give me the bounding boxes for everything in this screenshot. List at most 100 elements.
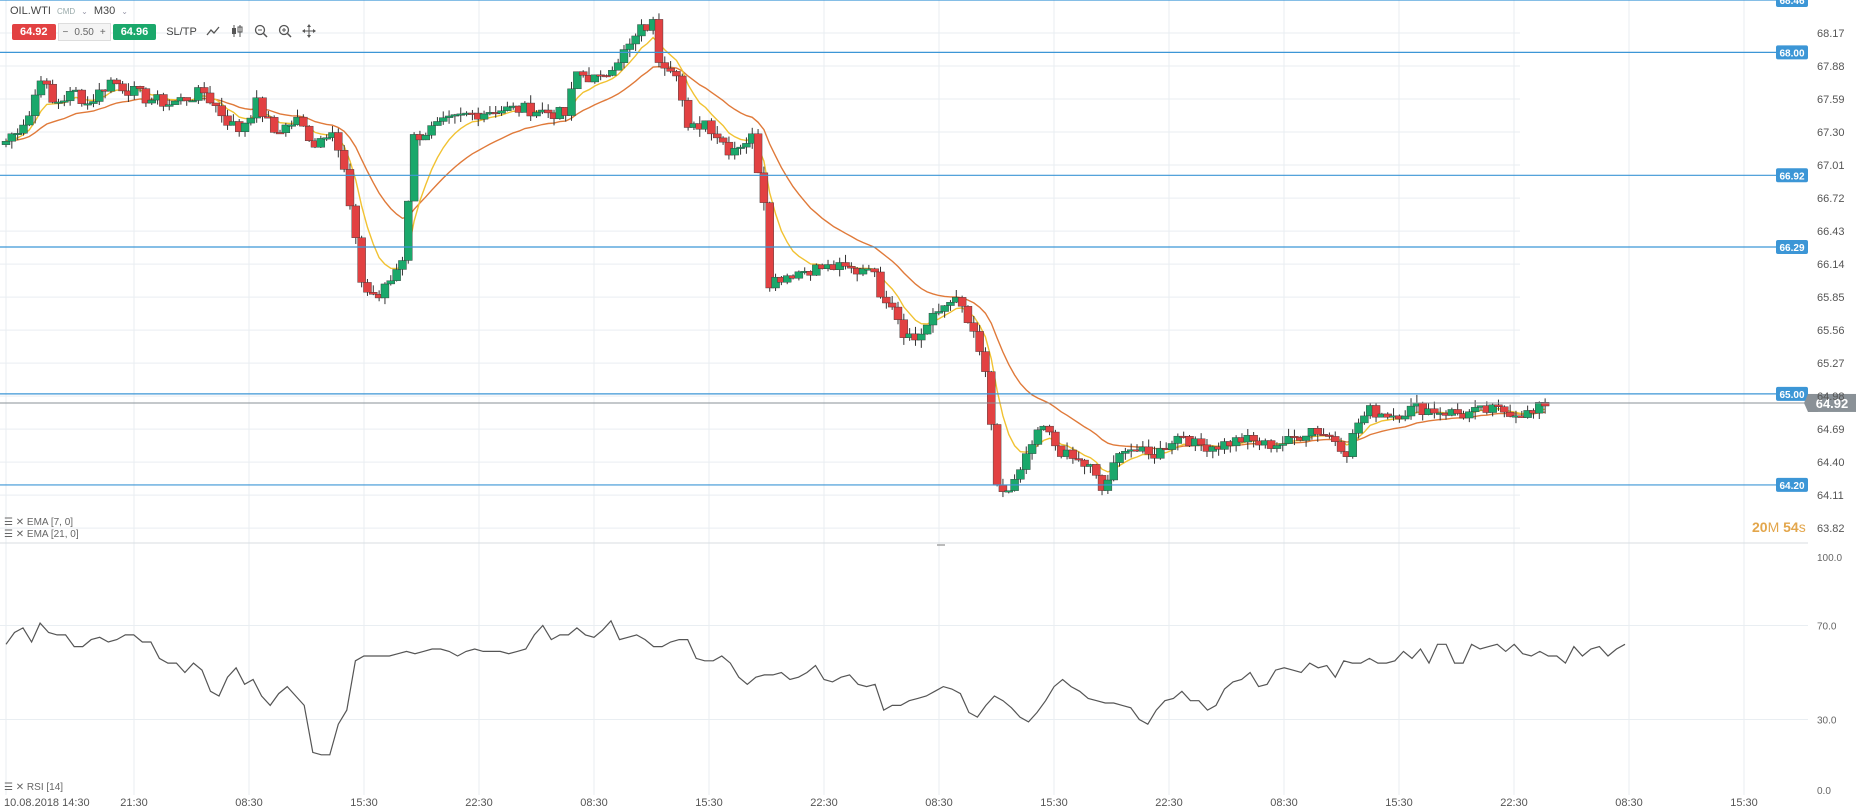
candle-down — [578, 71, 588, 76]
candle-up — [409, 134, 419, 202]
price-tick-label: 66.43 — [1817, 226, 1845, 238]
sell-button[interactable]: 64.92 — [12, 24, 56, 40]
candle-up — [946, 302, 955, 306]
volume-decrease[interactable]: − — [62, 26, 69, 38]
move-icon[interactable] — [301, 24, 317, 40]
sl-tp-button[interactable]: SL/TP — [166, 26, 197, 38]
candle-down — [357, 237, 366, 283]
candle-down — [1505, 411, 1515, 417]
candle-up — [608, 70, 617, 76]
candle-down — [258, 97, 267, 117]
price-level-tag[interactable] — [1776, 0, 1808, 7]
time-tick-label: 22:30 — [810, 797, 838, 809]
volume-increase[interactable]: + — [99, 26, 106, 38]
rsi-panel: 100.0 70.0 30.0 0.0 — [5, 553, 1842, 797]
close-icon[interactable]: ✕ — [15, 529, 25, 540]
price-tick-label: 65.85 — [1817, 292, 1845, 304]
candle-up — [794, 271, 804, 279]
candle-up — [1406, 405, 1416, 417]
symbol-row[interactable]: OIL.WTI CMD ⌄ M30 ⌄ — [10, 5, 128, 17]
candle-down — [1494, 404, 1503, 407]
candle-up — [386, 280, 395, 285]
candle-up — [1278, 443, 1287, 446]
zoom-out-icon[interactable] — [253, 24, 269, 40]
candle-type-icon[interactable] — [229, 24, 245, 40]
price-level-tag[interactable] — [1776, 45, 1808, 60]
price-level-tag[interactable] — [1776, 168, 1808, 183]
close-icon[interactable]: ✕ — [15, 517, 25, 528]
price-tick-label: 67.30 — [1817, 127, 1845, 139]
candle-down — [1144, 446, 1153, 455]
candle-down — [765, 202, 774, 289]
candle-down — [963, 306, 973, 323]
price-level-tag[interactable] — [1776, 386, 1808, 401]
price-level-label: 64.20 — [1779, 481, 1804, 492]
menu-icon[interactable]: ☰ — [4, 529, 13, 540]
candle-up — [934, 311, 943, 314]
candle-up — [1004, 490, 1013, 493]
candle-up — [1284, 436, 1293, 444]
candle-up — [1301, 435, 1311, 441]
candle-down — [141, 88, 151, 104]
candle-down — [975, 331, 984, 352]
price-level-label: 66.92 — [1779, 171, 1804, 182]
ema7-legend[interactable]: ☰ ✕ EMA [7, 0] — [4, 517, 73, 528]
candle-down — [135, 86, 145, 89]
ema7-label: EMA [7, 0] — [26, 517, 74, 528]
symbol-type-tag: CMD — [56, 6, 76, 16]
close-icon[interactable]: ✕ — [15, 782, 25, 793]
symbol-name[interactable]: OIL.WTI — [10, 5, 51, 17]
chevron-down-icon[interactable]: ⌄ — [81, 6, 88, 16]
candle-up — [1400, 415, 1410, 420]
price-level-label: 68.46 — [1779, 0, 1804, 7]
price-tick-label: 63.82 — [1817, 523, 1845, 535]
trade-row: 64.92 − 0.50 + 64.96 SL/TP — [12, 23, 317, 41]
buy-button[interactable]: 64.96 — [112, 24, 157, 40]
candle-up — [433, 121, 442, 126]
countdown-minutes: 20 — [1752, 519, 1768, 535]
candle-down — [200, 87, 209, 94]
candle-up — [240, 122, 250, 132]
candle-down — [1313, 428, 1322, 435]
candle-up — [619, 49, 629, 63]
candle-up — [742, 143, 751, 148]
candle-down — [275, 132, 285, 135]
candle-down — [1500, 406, 1509, 413]
price-tick-label: 66.72 — [1817, 193, 1845, 205]
candle-down — [841, 262, 850, 267]
candle-up — [444, 115, 454, 118]
candle-down — [339, 150, 349, 170]
minutes-unit: M — [1767, 519, 1780, 535]
menu-icon[interactable]: ☰ — [4, 782, 13, 793]
candle-up — [858, 268, 868, 275]
candle-up — [147, 99, 156, 104]
candle-up — [1360, 415, 1369, 424]
timeframe-selector[interactable]: M30 — [93, 5, 116, 17]
candle-down — [1453, 409, 1462, 414]
candle-down — [299, 116, 308, 127]
candle-up — [613, 62, 623, 71]
time-tick-label: 22:30 — [1500, 797, 1528, 809]
candle-down — [899, 319, 909, 338]
ema21-legend[interactable]: ☰ ✕ EMA [21, 0] — [4, 529, 79, 540]
volume-stepper[interactable]: − 0.50 + — [57, 23, 111, 41]
price-levels[interactable]: 68.46 68.00 66.92 66.29 65.00 64.20 64.92 — [0, 0, 1856, 492]
price-level-tag[interactable] — [1776, 477, 1808, 492]
price-tick-label: 67.88 — [1817, 61, 1845, 73]
candle-up — [532, 111, 541, 117]
zoom-in-icon[interactable] — [277, 24, 293, 40]
line-tool-icon[interactable] — [205, 24, 221, 40]
rsi-legend[interactable]: ☰ ✕ RSI [14] — [4, 782, 63, 793]
candle-up — [89, 101, 98, 104]
price-level-tag[interactable] — [1776, 240, 1808, 255]
candle-up — [1027, 444, 1037, 454]
candle-up — [812, 264, 821, 276]
chevron-down-icon[interactable]: ⌄ — [121, 6, 128, 16]
menu-icon[interactable]: ☰ — [4, 517, 13, 528]
volume-value[interactable]: 0.50 — [74, 26, 94, 38]
candle-down — [672, 71, 681, 77]
candle-up — [1470, 407, 1480, 412]
price-tick-label: 67.59 — [1817, 94, 1845, 106]
ema7-path — [5, 36, 1546, 473]
